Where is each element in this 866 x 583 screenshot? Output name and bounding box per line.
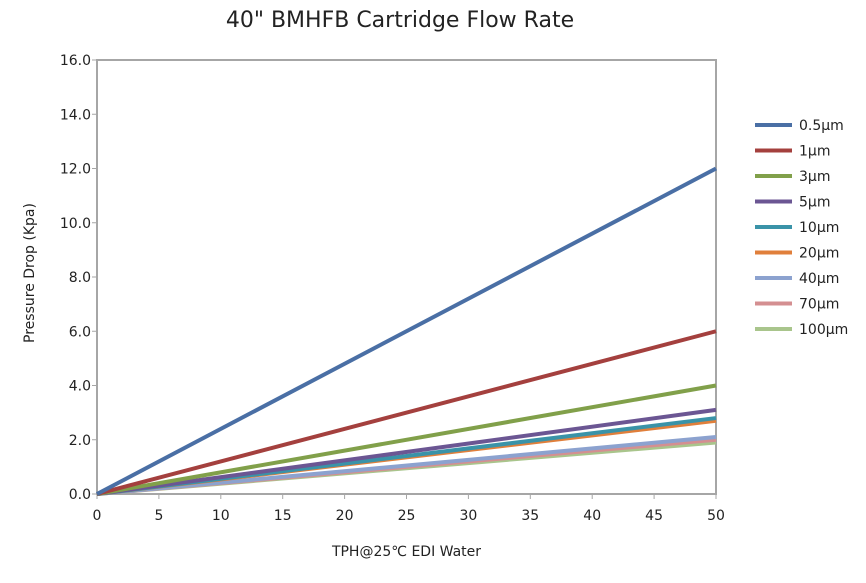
- y-tick-label: 2.0: [69, 433, 91, 449]
- legend-label: 20μm: [799, 246, 839, 262]
- x-tick-label: 50: [707, 508, 725, 524]
- series-line: [96, 329, 717, 496]
- legend-label: 70μm: [799, 297, 839, 313]
- series-line: [96, 166, 717, 496]
- y-tick-label: 8.0: [69, 270, 91, 286]
- legend-label: 0.5μm: [799, 118, 844, 134]
- y-tick-label: 16.0: [60, 53, 91, 69]
- x-tick-label: 30: [459, 508, 477, 524]
- series-line: [96, 435, 717, 496]
- x-tick-label: 40: [583, 508, 601, 524]
- y-tick-label: 4.0: [69, 379, 91, 395]
- legend-label: 40μm: [799, 271, 839, 287]
- x-tick-label: 35: [521, 508, 539, 524]
- chart-title: 40" BMHFB Cartridge Flow Rate: [225, 8, 575, 33]
- y-tick-label: 6.0: [69, 324, 91, 340]
- x-axis-label: TPH@25℃ EDI Water: [331, 544, 482, 560]
- x-tick-label: 25: [398, 508, 416, 524]
- x-tick-label: 0: [93, 508, 102, 524]
- series-line: [96, 383, 717, 496]
- legend-label: 3μm: [799, 169, 830, 185]
- x-tick-label: 5: [154, 508, 163, 524]
- x-tick-label: 15: [274, 508, 292, 524]
- y-tick-label: 10.0: [60, 216, 91, 232]
- x-tick-label: 20: [336, 508, 354, 524]
- y-tick-label: 12.0: [60, 162, 91, 178]
- legend-label: 100μm: [799, 322, 848, 338]
- series-line: [96, 407, 717, 496]
- y-tick-label: 14.0: [60, 107, 91, 123]
- legend-label: 5μm: [799, 195, 830, 211]
- x-tick-label: 45: [645, 508, 663, 524]
- legend-label: 10μm: [799, 220, 839, 236]
- legend-label: 1μm: [799, 144, 830, 160]
- y-tick-label: 0.0: [69, 487, 91, 503]
- x-tick-label: 10: [212, 508, 230, 524]
